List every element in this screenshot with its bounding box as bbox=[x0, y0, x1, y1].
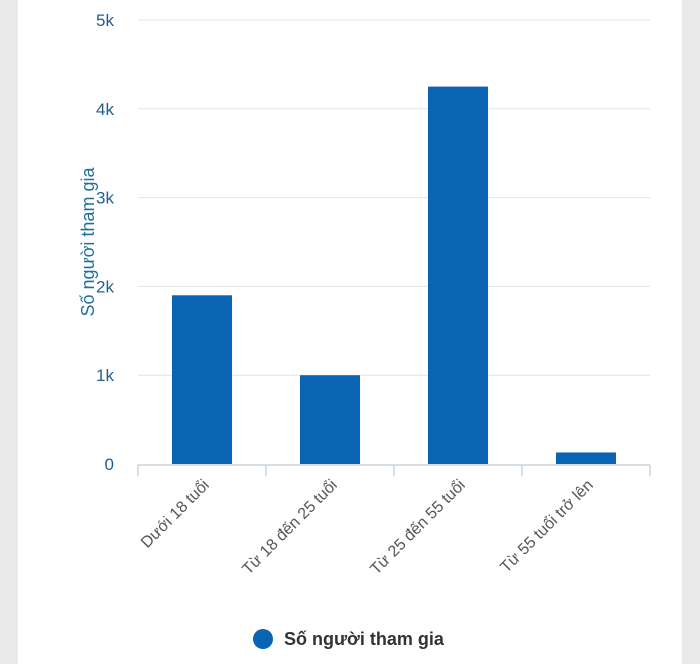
y-tick-label: 4k bbox=[96, 100, 114, 119]
y-axis-ticks: 0 1k 2k 3k 4k 5k bbox=[96, 11, 114, 474]
x-axis bbox=[137, 464, 651, 476]
legend[interactable]: Số người tham gia bbox=[253, 629, 445, 649]
y-tick-label: 0 bbox=[105, 455, 114, 474]
x-tick-label: Từ 55 tuổi trở lên bbox=[497, 476, 597, 576]
y-axis-title: Số người tham gia bbox=[78, 167, 98, 317]
bar[interactable] bbox=[172, 295, 232, 464]
legend-label: Số người tham gia bbox=[284, 629, 445, 649]
x-tick-label: Từ 18 đến 25 tuổi bbox=[239, 476, 341, 578]
bars bbox=[172, 86, 616, 464]
bar[interactable] bbox=[300, 375, 360, 464]
x-axis-ticks: Dưới 18 tuổi Từ 18 đến 25 tuổi Từ 25 đến 5… bbox=[137, 476, 597, 578]
bar[interactable] bbox=[556, 452, 616, 464]
bar[interactable] bbox=[428, 86, 488, 464]
y-tick-label: 2k bbox=[96, 277, 114, 296]
bar-chart: 0 1k 2k 3k 4k 5k Dưới 18 tuổi Từ 18 đến 25 tuổ… bbox=[78, 11, 651, 649]
gridlines bbox=[138, 19, 650, 376]
x-tick-label: Từ 25 đến 55 tuổi bbox=[367, 476, 469, 578]
chart-card: 0 1k 2k 3k 4k 5k Dưới 18 tuổi Từ 18 đến 25 tuổ… bbox=[18, 0, 682, 664]
x-tick-label: Dưới 18 tuổi bbox=[137, 476, 213, 552]
y-tick-label: 5k bbox=[96, 11, 114, 30]
y-tick-label: 3k bbox=[96, 189, 114, 208]
y-tick-label: 1k bbox=[96, 366, 114, 385]
legend-marker bbox=[253, 629, 273, 649]
